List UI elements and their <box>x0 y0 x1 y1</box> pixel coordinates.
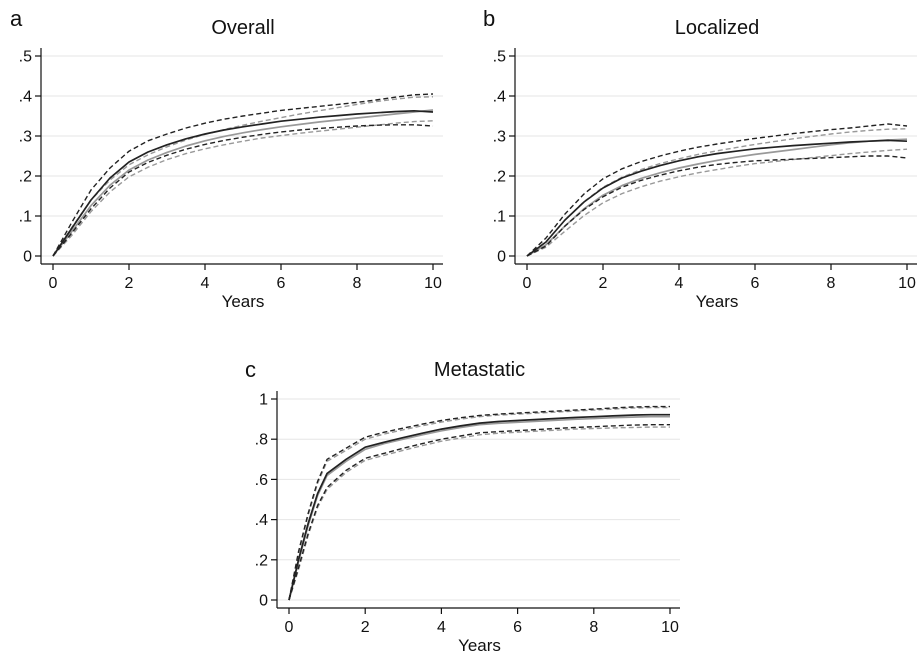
y-tick-label: .4 <box>19 89 32 106</box>
x-tick-label: 2 <box>361 619 370 636</box>
x-axis-title: Years <box>696 292 739 311</box>
y-tick-label: .4 <box>255 512 268 529</box>
panel-a: a Overall 0 .1 .2 .3 .4 .5 0 2 4 6 8 10 Years <box>10 6 443 311</box>
series-line <box>52 124 434 257</box>
y-tick-label: .2 <box>255 552 268 569</box>
x-axis-title: Years <box>458 636 501 655</box>
x-axis-title: Years <box>222 292 265 311</box>
panel-title: Localized <box>675 17 760 39</box>
panel-letter: c <box>245 357 256 382</box>
x-tick-label: 2 <box>125 275 134 292</box>
y-tick-label: .4 <box>493 89 506 106</box>
panel-letter: a <box>10 6 23 31</box>
series-line <box>288 415 670 601</box>
y-tick-label: .1 <box>493 209 506 226</box>
y-tick-label: .6 <box>255 472 268 489</box>
y-tick-label: .2 <box>493 169 506 186</box>
y-tick-label: .3 <box>19 129 32 146</box>
series-line <box>288 405 670 601</box>
x-tick-label: 6 <box>751 275 760 292</box>
y-tick-label: 1 <box>259 392 268 409</box>
series-line <box>526 123 908 257</box>
x-tick-label: 6 <box>513 619 522 636</box>
x-tick-label: 8 <box>589 619 598 636</box>
y-tick-label: .5 <box>19 49 32 66</box>
x-tick-label: 0 <box>285 619 294 636</box>
x-tick-label: 10 <box>424 275 442 292</box>
series-line <box>526 139 908 257</box>
y-tick-label: .2 <box>19 169 32 186</box>
series-line <box>288 424 670 601</box>
series-line <box>52 96 434 257</box>
series-line <box>52 109 434 257</box>
x-tick-label: 10 <box>898 275 916 292</box>
x-tick-label: 4 <box>201 275 210 292</box>
y-tick-label: 0 <box>497 249 506 266</box>
x-tick-label: 4 <box>675 275 684 292</box>
x-tick-label: 2 <box>599 275 608 292</box>
panel-title: Overall <box>211 17 274 39</box>
x-tick-label: 4 <box>437 619 446 636</box>
series-line <box>52 93 434 257</box>
series-line <box>288 406 670 601</box>
panel-letter: b <box>483 6 495 31</box>
x-tick-label: 8 <box>827 275 836 292</box>
series-line <box>288 426 670 601</box>
x-tick-label: 0 <box>49 275 58 292</box>
y-tick-label: .3 <box>493 129 506 146</box>
x-tick-label: 10 <box>661 619 679 636</box>
series-line <box>526 155 908 257</box>
y-tick-label: .8 <box>255 432 268 449</box>
series-line <box>526 138 908 257</box>
x-tick-label: 8 <box>353 275 362 292</box>
y-tick-label: .5 <box>493 49 506 66</box>
y-tick-label: 0 <box>259 593 268 610</box>
series-line <box>526 128 908 257</box>
panel-b: b Localized 0 .1 .2 .3 .4 .5 0 2 4 6 8 10 Years <box>483 6 917 311</box>
y-tick-label: 0 <box>23 249 32 266</box>
y-tick-label: .1 <box>19 209 32 226</box>
series-line <box>288 413 670 601</box>
x-tick-label: 0 <box>523 275 532 292</box>
series-line <box>52 109 434 257</box>
series-line <box>526 148 908 257</box>
x-tick-label: 6 <box>277 275 286 292</box>
panel-title: Metastatic <box>434 359 525 381</box>
